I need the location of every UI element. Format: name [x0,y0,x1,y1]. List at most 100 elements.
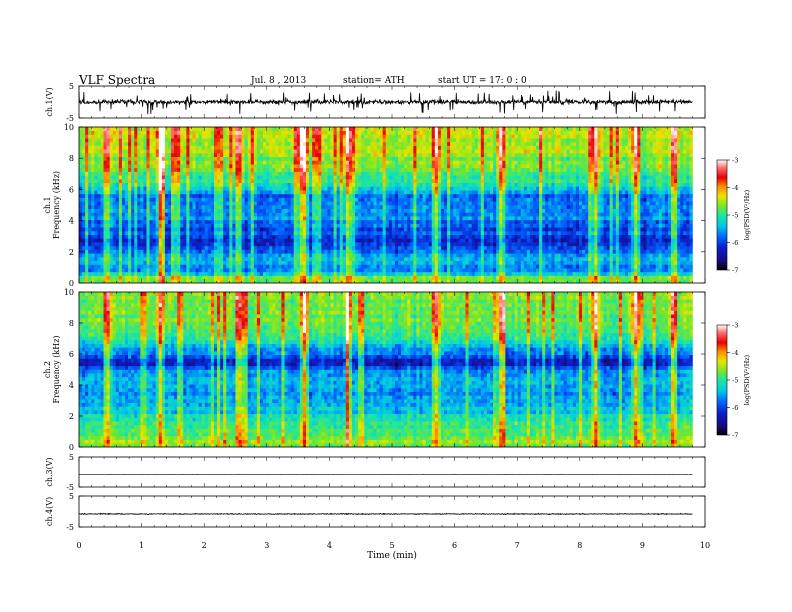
spectrogram-cell [238,197,242,202]
spectrogram-cell [517,197,522,202]
spectrogram-cell [137,268,141,273]
spectrogram-cell [523,279,528,284]
spectrogram-cell [471,227,475,232]
spectrogram-cell [529,208,534,213]
spectrogram-cell [143,249,147,254]
spectrogram-cell [628,197,632,202]
spectrogram-cell [631,205,635,210]
spectrogram-cell [272,227,276,232]
spectrogram-cell [272,223,276,228]
spectrogram-cell [637,238,641,243]
spectrogram-cell [447,268,451,273]
spectrogram-cell [131,223,135,228]
spectrogram-cell [152,264,156,269]
spectrogram-cell [612,279,617,284]
spectrogram-cell [125,242,129,247]
spectrogram-cell [609,257,614,262]
spectrogram-cell [223,201,227,206]
spectrogram-cell [545,249,549,254]
spectrogram-cell [447,212,451,217]
spectrogram-cell [305,223,310,228]
spectrogram-cell [450,197,454,202]
spectrogram-cell [385,271,390,276]
spectrogram-cell [575,253,580,258]
spectrogram-cell [664,212,669,217]
spectrogram-cell [591,271,595,276]
spectrogram-cell [134,216,138,221]
spectrogram-cell [425,275,429,280]
spectrogram-cell [232,271,236,276]
spectrogram-cell [490,249,494,254]
spectrogram-cell [499,234,503,239]
spectrogram-cell [539,205,543,210]
spectrogram-cell [100,268,104,273]
spectrogram-cell [480,227,485,232]
spectrogram-cell [563,268,568,273]
spectrogram-cell [563,205,568,210]
spectrogram-cell [324,257,328,262]
spectrogram-cell [686,238,690,243]
spectrogram-cell [483,257,488,262]
spectrogram-cell [339,216,344,221]
spectrogram-cell [118,275,123,280]
spectrogram-cell [253,260,258,265]
spectrogram-cell [637,216,641,221]
spectrogram-cell [483,271,488,276]
spectrogram-cell [631,242,635,247]
spectrogram-cell [195,227,199,232]
spectrogram-cell [161,227,166,232]
spectrogram-cell [667,242,672,247]
spectrogram-cell [272,212,276,217]
spectrogram-cell [312,245,316,250]
spectrogram-cell [440,219,445,224]
spectrogram-cell [376,212,380,217]
spectrogram-cell [517,242,522,247]
spectrogram-cell [207,208,212,213]
spectrogram-cell [309,227,313,232]
spectrogram-cell [189,234,193,239]
spectrogram-cell [220,253,224,258]
spectrogram-cell [259,260,264,265]
spectrogram-cell [131,208,135,213]
spectrogram-cell [204,205,209,210]
spectrogram-cell [94,264,98,269]
spectrogram-cell [180,275,184,280]
spectrogram-cell [388,245,393,250]
spectrogram-cell [342,257,347,262]
spectrogram-cell [483,223,488,228]
spectrogram-cell [125,201,129,206]
spectrogram-cell [143,212,147,217]
spectrogram-cell [121,227,126,232]
spectrogram-cell [398,264,402,269]
spectrogram-cell [293,201,298,206]
spectrogram-cell [462,208,466,213]
spectrogram-cell [462,197,466,202]
spectrogram-cell [597,219,601,224]
spectrogram-cell [618,201,623,206]
spectrogram-cell [290,223,295,228]
spectrogram-cell [575,219,580,224]
spectrogram-cell [658,234,663,239]
spectrogram-cell [582,223,586,228]
spectrogram-cell [471,216,475,221]
spectrogram-cell [551,268,555,273]
spectrogram-cell [532,193,537,198]
spectrogram-cell [532,205,537,210]
spectrogram-cell [321,227,325,232]
spectrogram-cell [149,227,153,232]
spectrogram-cell [321,253,325,258]
spectrogram-cell [566,219,571,224]
spectrogram-cell [511,257,515,262]
spectrogram-cell [671,242,675,247]
spectrogram-cell [152,205,156,210]
spectrogram-cell [358,245,362,250]
spectrogram-cell [686,223,690,228]
spectrogram-cell [557,257,561,262]
spectrogram-cell [250,219,255,224]
spectrogram-cell [189,201,193,206]
spectrogram-cell [379,238,383,243]
spectrogram-cell [416,279,420,284]
spectrogram-cell [640,205,644,210]
spectrogram-cell [437,219,442,224]
spectrogram-cell [532,264,537,269]
